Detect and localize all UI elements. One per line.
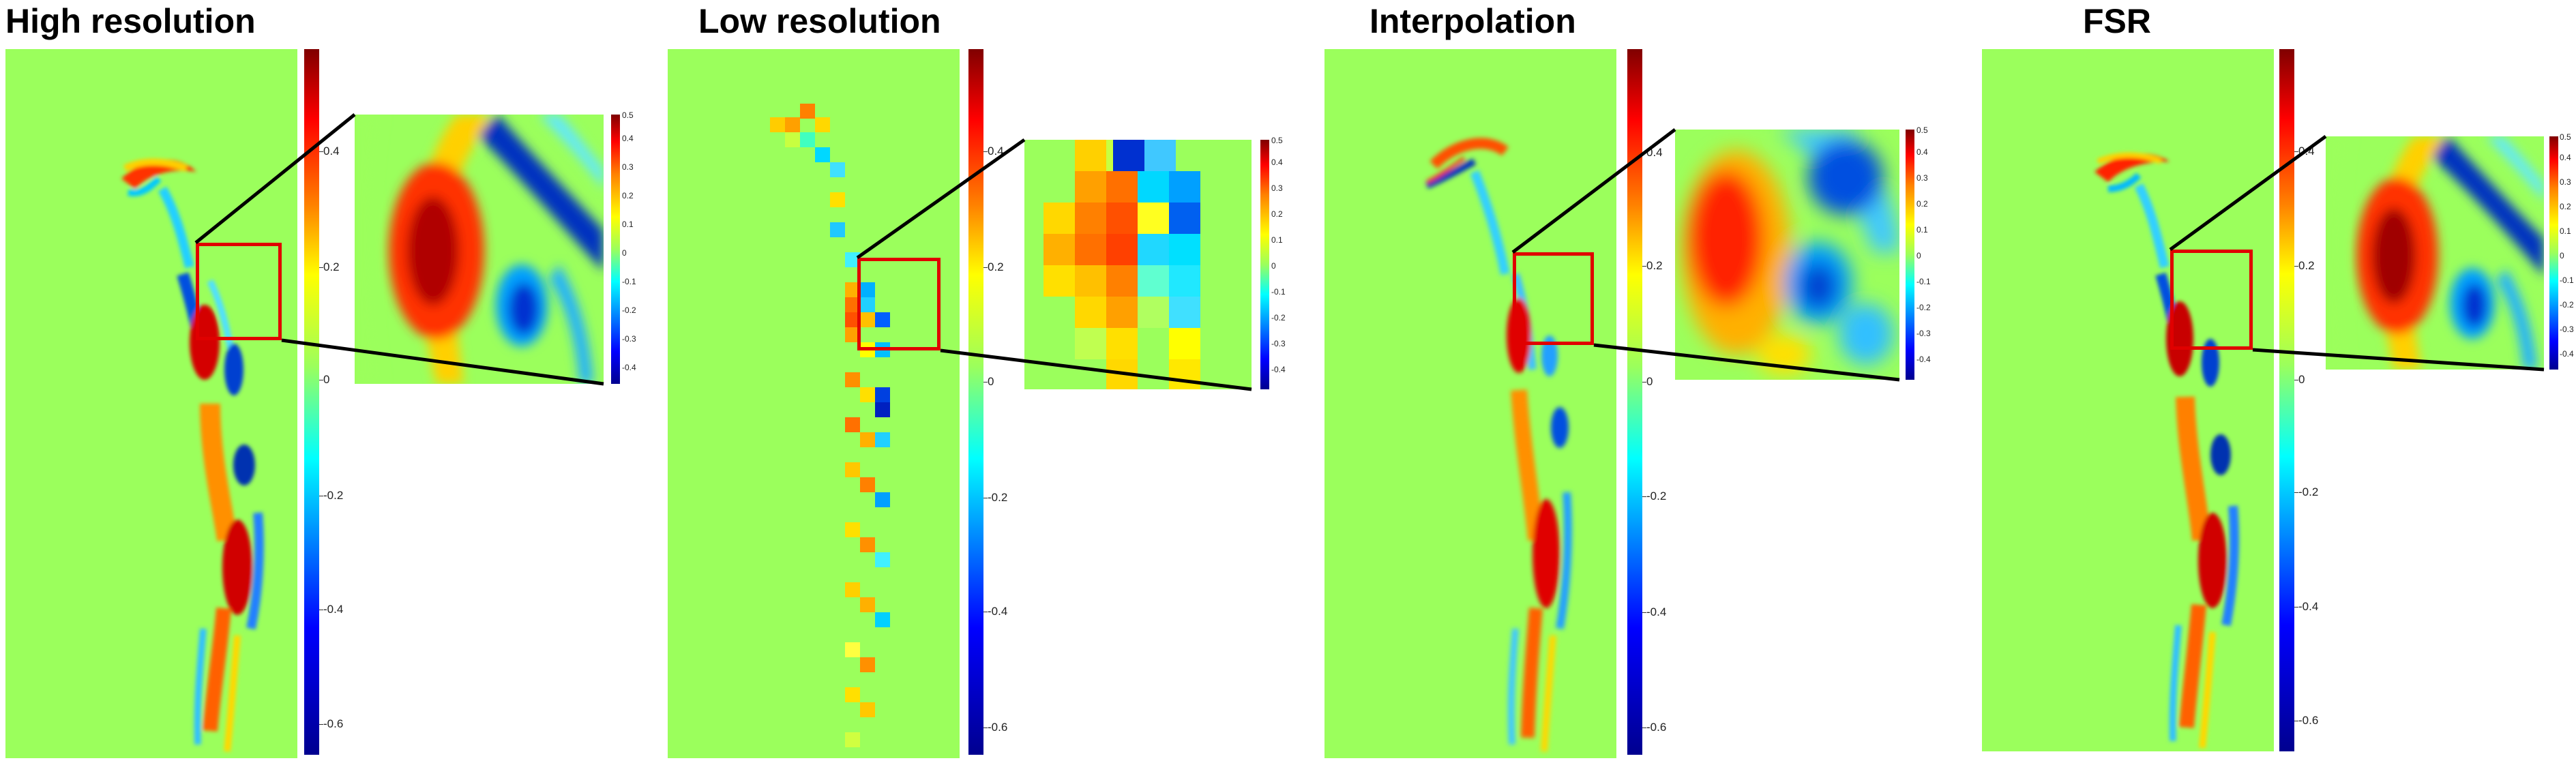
zoom-region-box: [857, 258, 941, 350]
panel-low-resolution: Low resolution: [657, 0, 1299, 765]
zoom-inset-image: [1024, 140, 1252, 389]
vorticity-field-image: [1324, 49, 1616, 758]
zoom-region-box: [2170, 250, 2253, 350]
zoom-inset-image: [355, 115, 604, 384]
inset-colorbar-ticks: 0.5 0.4 0.3 0.2 0.1 0 -0.1 -0.2 -0.3 -0.…: [1271, 136, 1286, 374]
panel-title: Interpolation: [1370, 2, 1576, 40]
zoom-region-box: [196, 243, 282, 340]
inset-colorbar-ticks: 0.5 0.4 0.3 0.2 0.1 0 -0.1 -0.2 -0.3 -0.…: [1916, 125, 1931, 364]
panel-interpolation: Interpolation 0.4: [1315, 0, 1956, 765]
panel-title: FSR: [2083, 2, 2151, 40]
inset-colorbar: [611, 115, 620, 384]
inset-colorbar-ticks: 0.5 0.4 0.3 0.2 0.1 0 -0.1 -0.2 -0.3 -0.…: [622, 110, 636, 372]
inset-colorbar-ticks: 0.5 0.4 0.3 0.2 0.1 0 -0.1 -0.2 -0.3 -0.…: [2560, 132, 2574, 359]
panel-fsr: FSR 0.4: [1972, 0, 2576, 765]
panel-title: Low resolution: [698, 2, 941, 40]
panel-high-resolution: High resolution: [0, 0, 641, 765]
zoom-region-box: [1513, 252, 1594, 345]
inset-colorbar: [1906, 130, 1914, 380]
vorticity-field-image: [1982, 49, 2274, 751]
zoom-inset-image: [1675, 130, 1899, 380]
zoom-inset-image: [2326, 136, 2544, 370]
vorticity-field-image: [5, 49, 297, 758]
vorticity-field-image: [668, 49, 960, 758]
inset-colorbar: [2549, 136, 2558, 370]
panel-title: High resolution: [5, 2, 256, 40]
inset-colorbar: [1260, 140, 1269, 389]
